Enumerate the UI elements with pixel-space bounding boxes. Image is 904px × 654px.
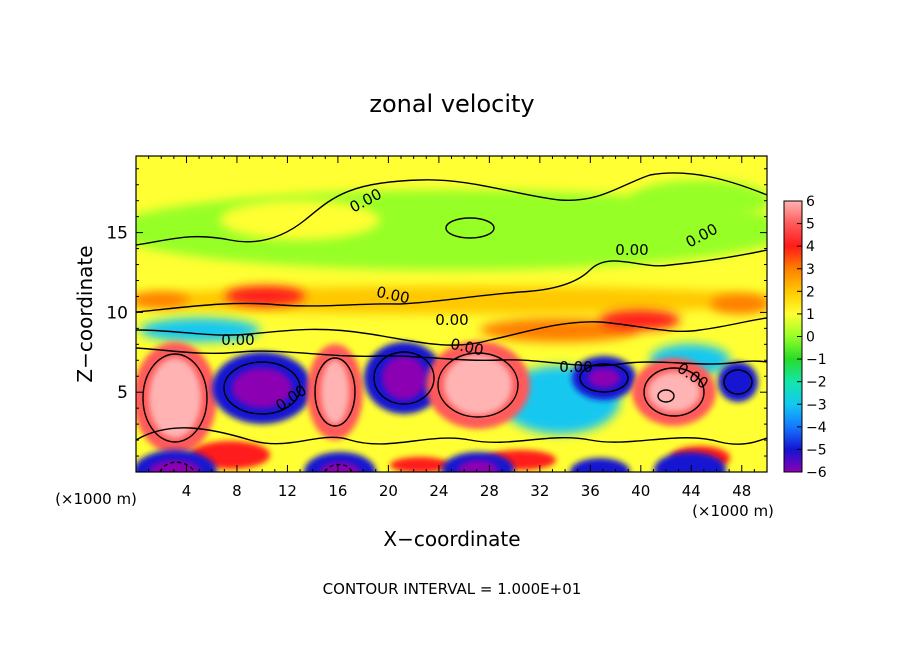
contour-line xyxy=(136,172,767,246)
velocity-blob xyxy=(480,318,640,342)
contour-line xyxy=(142,353,208,443)
contour-label: 0.00 xyxy=(435,311,468,329)
velocity-blob xyxy=(225,286,305,306)
colorbar-label: 0 xyxy=(806,330,815,346)
contour-line xyxy=(643,367,705,417)
velocity-blob xyxy=(648,372,700,412)
x-axis: 4 8 12 16 20 24 28 32 36 40 44 48 xyxy=(148,156,755,500)
contour-label: 0.00 xyxy=(615,241,648,259)
colorbar-label: −6 xyxy=(806,465,827,481)
velocity-blobs xyxy=(136,180,767,472)
x-tick-label: 44 xyxy=(682,482,701,500)
x-tick-label: 8 xyxy=(232,482,242,500)
velocity-blob xyxy=(140,318,260,342)
y-axis-label: Z−coordinate xyxy=(73,245,97,382)
chart-title: zonal velocity xyxy=(369,90,534,118)
contour-label: 0.00 xyxy=(221,331,254,349)
x-tick-label: 48 xyxy=(732,482,751,500)
contour-line xyxy=(373,351,435,405)
colorbar-label: −3 xyxy=(806,397,827,413)
x-axis-label: X−coordinate xyxy=(383,527,520,551)
contour-line xyxy=(657,389,675,403)
velocity-blob xyxy=(390,457,450,472)
colorbar-label: 6 xyxy=(806,194,815,210)
x-tick-label: 4 xyxy=(182,482,192,500)
velocity-blob xyxy=(136,286,767,314)
velocity-blob xyxy=(718,362,758,402)
y-tick-label: 5 xyxy=(117,383,128,403)
velocity-blob xyxy=(710,294,767,314)
x-tick-label: 32 xyxy=(530,482,549,500)
velocity-blob xyxy=(630,180,767,220)
contour-lines xyxy=(136,172,767,472)
velocity-blob xyxy=(149,358,201,438)
colorbar-label: −4 xyxy=(806,420,827,436)
colorbar-label: 1 xyxy=(806,307,815,323)
colorbar: 6 5 4 3 2 1 0 −1 −2 −3 −4 −5 −6 xyxy=(783,194,827,481)
contour-line xyxy=(579,363,629,393)
x-unit-label-left: (×1000 m) xyxy=(55,490,137,508)
colorbar-label: 4 xyxy=(806,239,815,255)
colorbar-label: −1 xyxy=(806,352,827,368)
contour-label: 0.00 xyxy=(559,358,592,376)
y-axis: 5 10 15 xyxy=(106,168,767,457)
x-tick-label: 28 xyxy=(480,482,499,500)
contour-line xyxy=(136,347,767,367)
x-tick-label: 36 xyxy=(581,482,600,500)
x-tick-label: 16 xyxy=(328,482,347,500)
heatmap-field: 0.000.00 0.000.000.000.00 0.000.000.000.00 xyxy=(136,156,767,472)
velocity-blob xyxy=(588,368,620,388)
contour-line xyxy=(437,352,519,418)
y-tick-label: 15 xyxy=(106,224,128,244)
colorbar-label: −5 xyxy=(806,442,827,458)
velocity-blob xyxy=(321,360,349,424)
velocity-blob xyxy=(136,292,190,308)
x-tick-label: 20 xyxy=(379,482,398,500)
colorbar-label: 5 xyxy=(806,217,815,233)
contour-line xyxy=(136,249,767,313)
contour-line xyxy=(136,427,767,445)
velocity-blob xyxy=(458,460,498,472)
contour-line xyxy=(136,317,767,346)
contour-line xyxy=(723,369,753,395)
velocity-blob xyxy=(382,356,426,400)
contour-line xyxy=(314,357,356,427)
x-tick-label: 12 xyxy=(278,482,297,500)
x-unit-label-right: (×1000 m) xyxy=(692,502,774,520)
x-tick-label: 24 xyxy=(429,482,448,500)
contour-line xyxy=(223,361,301,415)
velocity-blob xyxy=(220,200,380,240)
velocity-blob xyxy=(232,368,292,408)
contour-interval-note: CONTOUR INTERVAL = 1.000E+01 xyxy=(323,580,582,598)
y-tick-label: 10 xyxy=(106,303,128,323)
contour-line xyxy=(445,217,495,239)
velocity-blob xyxy=(654,452,726,472)
colorbar-label: 2 xyxy=(806,284,815,300)
velocity-blob xyxy=(444,355,512,415)
colorbar-label: −2 xyxy=(806,375,827,391)
x-tick-label: 40 xyxy=(631,482,650,500)
velocity-blob xyxy=(600,310,680,330)
colorbar-label: 3 xyxy=(806,262,815,278)
velocity-blob xyxy=(570,458,630,472)
